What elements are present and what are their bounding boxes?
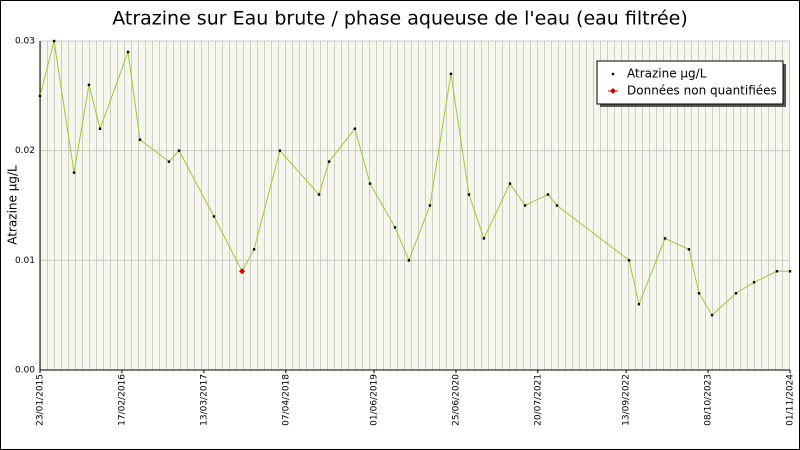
- data-point: [697, 292, 701, 295]
- x-tick-label: 13/09/2022: [622, 374, 632, 426]
- y-tick-label: 0.00: [15, 366, 35, 376]
- x-tick-label: 01/11/2024: [786, 374, 796, 426]
- x-tick-label: 23/01/2015: [36, 374, 46, 426]
- data-point: [752, 281, 756, 284]
- legend-label: Atrazine µg/L: [627, 67, 707, 81]
- chart-title: Atrazine sur Eau brute / phase aqueuse d…: [112, 8, 688, 30]
- data-point: [546, 193, 550, 196]
- data-point: [239, 268, 246, 275]
- data-point: [52, 39, 56, 43]
- x-tick-label: 17/02/2016: [117, 374, 127, 426]
- y-tick-label: 0.01: [15, 256, 35, 266]
- data-point: [393, 226, 397, 229]
- data-point: [788, 270, 792, 273]
- data-point: [138, 138, 142, 141]
- legend-label: Données non quantifiées: [627, 84, 777, 98]
- data-point: [508, 182, 512, 185]
- x-tick-label: 13/03/2017: [199, 374, 209, 426]
- data-point: [627, 259, 631, 262]
- data-point: [167, 160, 171, 163]
- data-point: [38, 94, 42, 98]
- data-point: [87, 83, 91, 87]
- x-tick-label: 25/06/2020: [451, 374, 461, 426]
- x-tick-label: 07/04/2018: [281, 374, 291, 426]
- data-point: [734, 292, 738, 295]
- data-point: [212, 215, 216, 218]
- data-point: [482, 237, 486, 240]
- data-point: [637, 303, 641, 306]
- data-point: [555, 204, 559, 207]
- data-point: [98, 127, 102, 130]
- data-point: [278, 149, 282, 152]
- data-point: [368, 182, 372, 185]
- data-point: [687, 248, 691, 251]
- y-tick-label: 0.02: [15, 146, 35, 156]
- legend-marker: [610, 88, 616, 94]
- y-tick-label: 0.03: [15, 37, 35, 47]
- data-point: [252, 248, 256, 251]
- data-point: [710, 313, 714, 317]
- legend-box: [596, 60, 784, 105]
- legend-marker: [611, 72, 615, 76]
- x-tick-label: 08/10/2023: [704, 374, 714, 426]
- data-point: [327, 160, 331, 163]
- data-point: [467, 193, 471, 196]
- data-point: [449, 72, 453, 76]
- data-point: [775, 270, 779, 273]
- data-point: [353, 127, 357, 130]
- x-tick-label: 20/07/2021: [533, 374, 543, 426]
- data-point: [428, 204, 432, 207]
- data-point: [177, 149, 181, 152]
- data-point: [663, 237, 667, 240]
- data-point: [407, 259, 411, 262]
- data-point: [523, 204, 527, 207]
- data-point: [317, 193, 321, 196]
- x-tick-label: 01/06/2019: [370, 374, 380, 426]
- y-axis-label: Atrazine µg/L: [6, 165, 20, 245]
- data-point: [72, 171, 76, 174]
- data-point: [126, 50, 130, 54]
